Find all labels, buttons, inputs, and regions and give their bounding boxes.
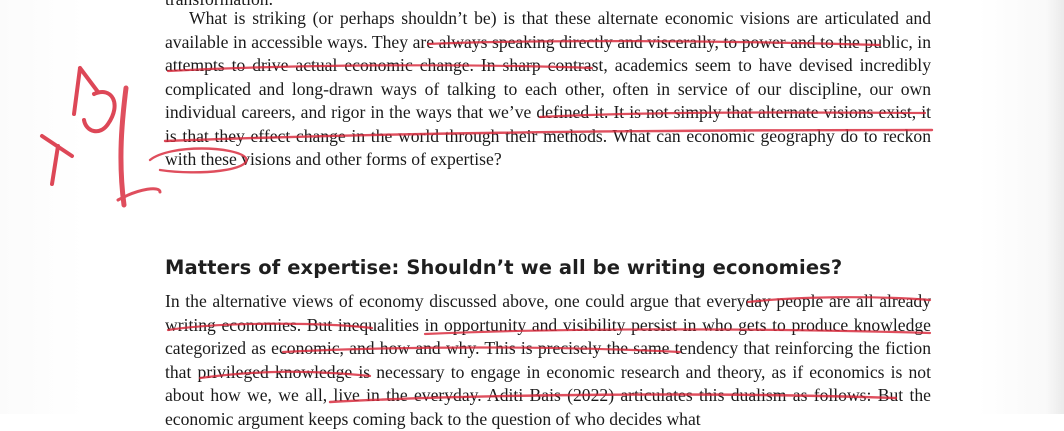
body-paragraph-2: In the alternative views of economy disc…: [165, 291, 931, 429]
margin-handwriting: [40, 66, 117, 186]
body-paragraph-1: What is striking (or perhaps shouldn’t b…: [165, 8, 931, 169]
previous-paragraph-cutoff: transformation.: [165, 0, 273, 11]
page-edge-shadow: [1046, 0, 1064, 414]
section-heading: Matters of expertise: Shouldn’t we all b…: [165, 256, 843, 279]
